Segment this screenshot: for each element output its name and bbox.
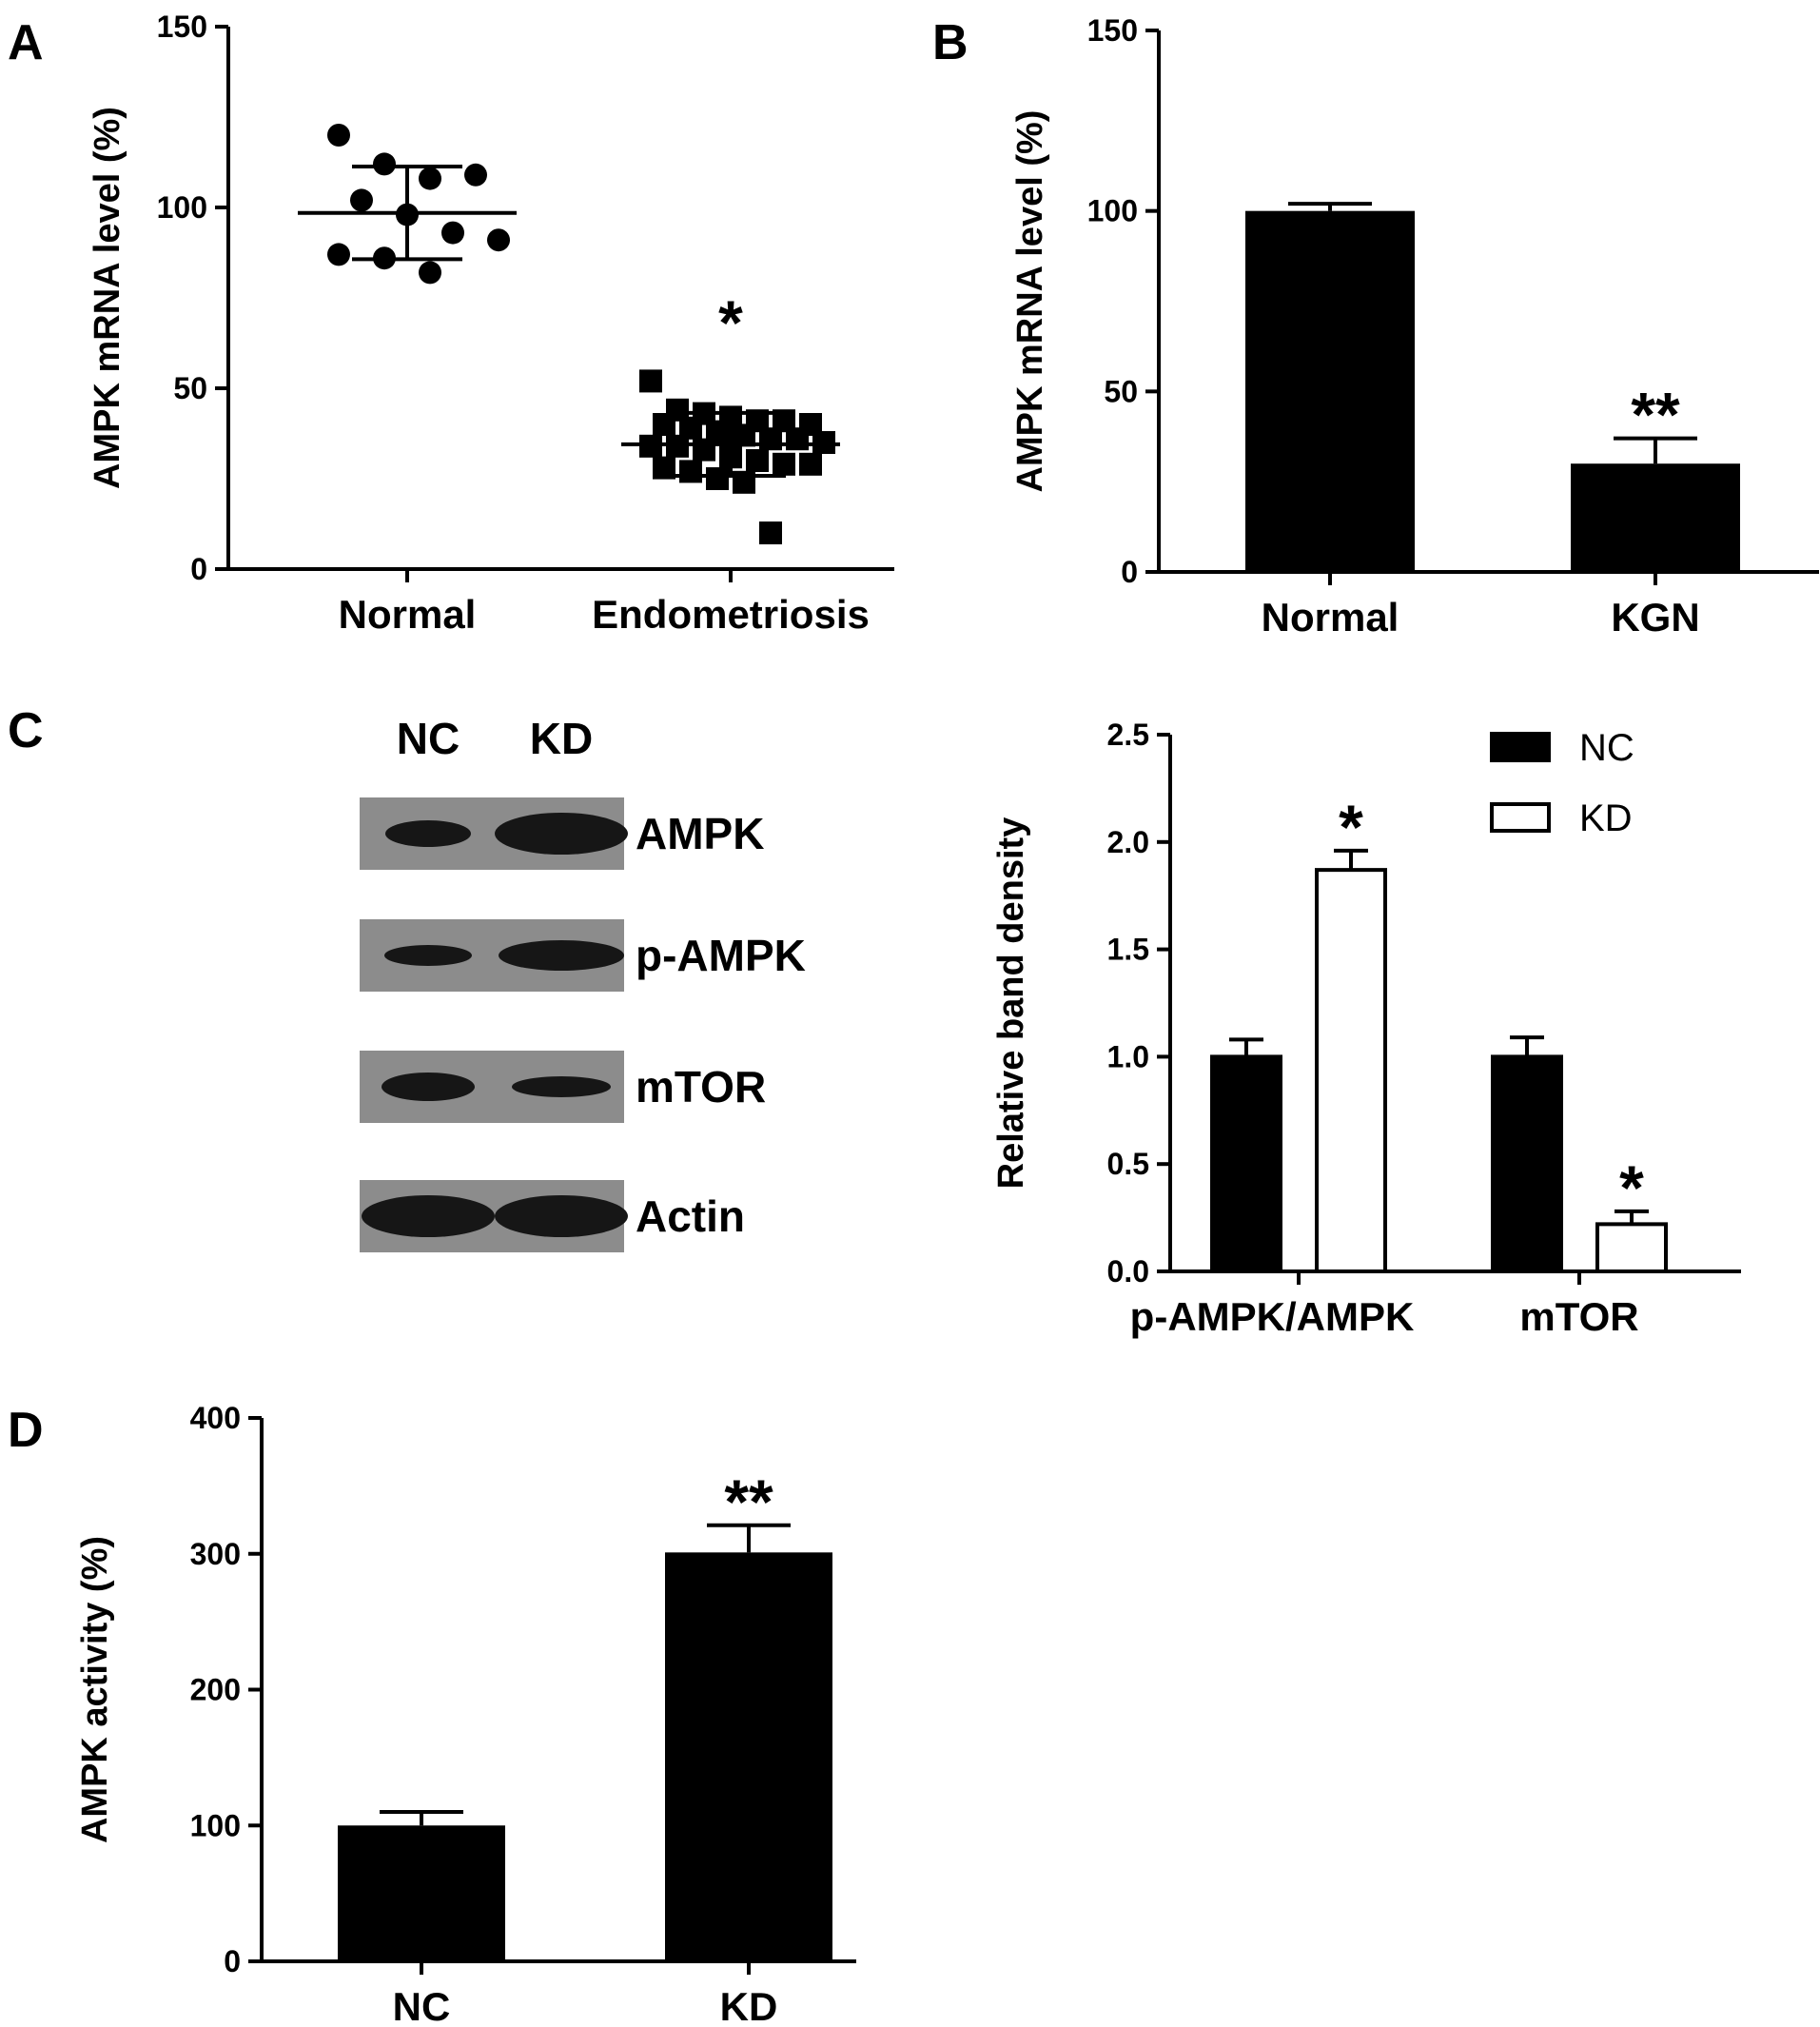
panel-a-point-normal [464,163,487,187]
blot-band-label: p-AMPK [636,931,806,980]
panel-c-bar-nc [1491,1054,1563,1274]
panel-a-point-normal [419,261,441,285]
panel-c-bar-kd [1315,868,1387,1273]
panel-a-point-normal [327,243,350,266]
panel-c-x-tick-label: mTOR [1519,1294,1638,1339]
panel-a-point-endometriosis [639,369,662,393]
panel-d-y-tick-label: 200 [190,1673,241,1707]
panel-c-y-tick-label: 2.0 [1107,825,1149,859]
panel-c-western-blot: NC KD AMPK p-AMPK mTOR Actin [360,714,806,1252]
panel-d-x-tick-label: KD [720,1984,778,2027]
panel-b-y-tick-label: 150 [1087,13,1138,48]
panel-b-y-tick-label: 0 [1121,555,1138,589]
panel-c-legend-label: NC [1579,727,1634,769]
blot-band [495,1195,628,1237]
panel-b-bar [1245,210,1415,572]
panel-d-y-axis-title: AMPK activity (%) [75,1536,115,1843]
blot-band [512,1076,611,1097]
panel-a-point-endometriosis [706,467,729,490]
blot-band-label: AMPK [636,809,764,858]
panel-c-y-tick-label: 0.0 [1107,1254,1149,1289]
panel-d-letter: D [8,1403,44,1458]
panel-a-y-tick-label: 100 [157,190,207,225]
panel-c-y-tick-label: 1.5 [1107,933,1149,967]
panel-a-significance: * [718,287,743,358]
panel-a-point-endometriosis [653,456,675,480]
panel-b-y-tick-label: 50 [1104,374,1138,408]
panel-b-bar [1571,463,1740,572]
panel-d-significance: ** [724,1466,773,1537]
panel-d-bar [665,1552,832,1961]
panel-c-legend-swatch-nc [1490,732,1551,762]
panel-a-point-normal [487,228,510,252]
panel-a-point-endometriosis [759,522,782,544]
blot-band [499,940,624,971]
panel-a-y-axis-title: AMPK mRNA level (%) [88,107,127,489]
panel-a-point-endometriosis [773,452,795,476]
panel-d-y-tick-label: 0 [224,1944,241,1978]
blot-band-label: Actin [636,1191,745,1241]
panel-c-bar-kd [1595,1222,1668,1274]
panel-a-point-endometriosis [799,452,822,476]
panel-c-y-axis-title: Relative band density [991,817,1031,1190]
panel-c-y-tick-label: 1.0 [1107,1039,1149,1073]
panel-c-bar-nc [1210,1054,1282,1274]
panel-d-y-tick-label: 100 [190,1808,241,1842]
panel-a-y-tick-label: 0 [190,552,207,586]
panel-a-point-endometriosis [653,413,675,436]
panel-b-x-tick-label: KGN [1611,595,1699,640]
blot-lane-label: KD [530,714,593,763]
panel-a-point-normal [327,124,350,147]
panel-a-y-tick-label: 50 [173,371,207,405]
panel-a-point-normal [441,221,464,245]
panel-c-y-tick-label: 2.5 [1107,718,1149,752]
blot-band [384,945,472,966]
panel-a-scatter-chart: 0 50 100 150 AMPK mRNA level (%) Normal Endome… [88,10,894,637]
panel-a-point-normal [350,188,373,212]
blot-band-label: mTOR [636,1062,766,1112]
panel-c-legend-label: KD [1579,797,1633,839]
panel-c-significance: * [1339,792,1363,862]
panel-a-point-endometriosis [759,427,782,451]
panel-b-x-tick-label: Normal [1262,595,1399,640]
blot-band [495,813,628,855]
panel-b-bar-chart: 0 50 100 150 AMPK mRNA level (%) Normal KGN ** [1010,13,1819,640]
panel-a-point-normal [373,152,396,176]
panel-d-y-tick-label: 400 [190,1401,241,1435]
panel-d-y-tick-label: 300 [190,1537,241,1571]
panel-b-y-tick-label: 100 [1087,194,1138,228]
panel-a-y-tick-label: 150 [157,10,207,44]
panel-d-x-tick-label: NC [393,1984,451,2027]
panel-a-point-endometriosis [679,460,702,483]
panel-b-letter: B [932,15,969,70]
blot-band [382,1073,475,1101]
panel-c-letter: C [8,703,44,758]
panel-c-bar-chart: 0.0 0.5 1.0 1.5 2.0 2.5 Relative band density p… [991,718,1741,1339]
panel-a-point-normal [419,167,441,190]
panel-b-y-axis-title: AMPK mRNA level (%) [1010,110,1050,493]
panel-d-bar-chart: 0 100 200 300 400 AMPK activity (%) NC KD ** [75,1401,856,2027]
blot-band [385,820,471,847]
panel-a-letter: A [8,15,44,70]
panel-a-point-endometriosis [693,438,715,462]
panel-a-x-tick-label: Endometriosis [592,592,870,637]
panel-d-bar [338,1825,505,1961]
panel-c-significance: * [1619,1152,1644,1223]
panel-c-y-tick-label: 0.5 [1107,1147,1149,1181]
panel-c-x-tick-label: p-AMPK/AMPK [1130,1294,1415,1339]
panel-a-x-tick-label: Normal [339,592,477,637]
blot-band [362,1195,495,1237]
panel-a-point-endometriosis [746,449,769,472]
panel-c-legend-swatch-kd [1490,802,1551,833]
panel-a-point-endometriosis [786,427,809,451]
panel-b-significance: ** [1631,380,1680,450]
blot-lane-label: NC [397,714,460,763]
